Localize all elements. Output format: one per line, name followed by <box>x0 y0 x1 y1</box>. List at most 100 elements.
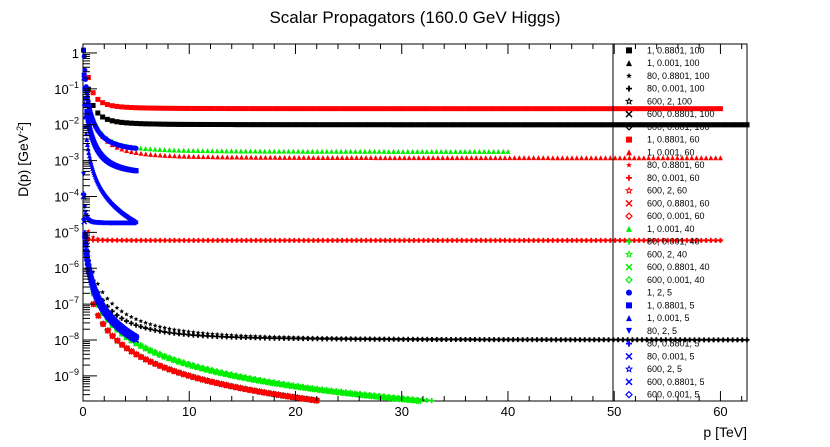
data-point <box>734 337 740 343</box>
data-point <box>124 237 130 243</box>
data-point <box>161 364 169 372</box>
data-point <box>515 122 521 128</box>
data-point <box>119 237 125 243</box>
data-point <box>387 155 393 161</box>
legend-marker <box>626 85 632 92</box>
series-10 <box>85 236 723 243</box>
data-point <box>262 106 268 112</box>
data-point <box>653 122 659 128</box>
data-point <box>210 154 216 160</box>
data-point <box>725 122 731 128</box>
data-point <box>696 122 702 128</box>
data-point <box>448 122 454 128</box>
data-point <box>184 361 192 369</box>
data-point <box>271 148 277 154</box>
data-point <box>275 391 283 399</box>
data-point <box>315 106 321 112</box>
data-point <box>650 237 656 243</box>
y-tick-label: 10−2 <box>54 116 79 133</box>
data-point <box>376 122 382 128</box>
legend-label: 80, 0.001, 5 <box>647 351 695 361</box>
data-point <box>644 337 650 343</box>
x-axis: 0 10 20 30 40 50 60 <box>79 44 743 419</box>
data-point <box>545 155 551 161</box>
data-point <box>415 336 421 342</box>
data-point <box>143 145 149 151</box>
data-point <box>252 148 258 154</box>
data-point <box>109 332 116 340</box>
data-point <box>190 329 196 335</box>
legend-label: 600, 0.001, 60 <box>647 211 705 221</box>
y-axis-label-sup: -2 <box>15 126 25 134</box>
data-point <box>343 336 349 342</box>
data-point <box>262 122 268 128</box>
data-point <box>684 106 690 112</box>
data-point <box>205 154 211 160</box>
data-point <box>205 237 211 243</box>
data-point <box>316 386 323 394</box>
data-point <box>227 382 235 390</box>
data-point <box>674 106 680 112</box>
data-point <box>505 337 511 343</box>
data-point <box>114 119 120 125</box>
legend-label: 600, 2, 60 <box>647 186 687 196</box>
data-point <box>264 378 272 386</box>
series-1 <box>85 86 750 128</box>
data-point <box>612 155 618 161</box>
data-point <box>641 106 647 112</box>
data-point <box>320 154 326 160</box>
data-point <box>464 155 470 161</box>
data-point <box>478 155 484 161</box>
data-point <box>553 337 559 343</box>
data-point <box>272 106 278 112</box>
data-point <box>377 106 383 112</box>
data-point <box>701 122 707 128</box>
data-point <box>410 336 416 342</box>
data-point <box>133 322 139 328</box>
data-point <box>540 237 546 243</box>
data-point <box>569 155 575 161</box>
data-point <box>238 122 244 128</box>
data-point <box>245 375 253 383</box>
data-point <box>411 106 417 112</box>
data-point <box>395 148 401 154</box>
data-point <box>148 237 154 243</box>
data-point <box>606 337 612 343</box>
chart-title: Scalar Propagators (160.0 GeV Higgs) <box>269 8 560 27</box>
data-point <box>444 106 450 112</box>
data-point <box>172 237 178 243</box>
data-point <box>170 356 178 364</box>
data-point <box>203 366 210 374</box>
data-point <box>162 237 168 243</box>
data-point <box>636 237 642 243</box>
data-point <box>591 337 597 343</box>
data-point <box>717 155 723 161</box>
data-point <box>104 102 110 108</box>
data-point <box>626 155 632 161</box>
data-point <box>157 237 163 243</box>
data-point <box>172 153 178 159</box>
legend-marker <box>625 276 633 284</box>
data-point <box>166 366 173 373</box>
data-point <box>320 106 326 112</box>
data-point <box>205 331 211 336</box>
legend-label: 80, 0.001, 100 <box>647 84 705 94</box>
data-point <box>325 237 331 243</box>
data-point <box>224 106 230 112</box>
data-point <box>234 106 240 112</box>
data-point <box>569 237 575 243</box>
data-point <box>372 393 380 401</box>
y-tick-label: 10−8 <box>54 331 79 348</box>
data-point <box>672 337 678 343</box>
data-point <box>579 237 585 243</box>
y-tick-label: 10−6 <box>54 259 79 276</box>
legend-label: 600, 0.001, 5 <box>647 390 700 400</box>
legend-marker <box>626 327 632 334</box>
data-point <box>147 326 153 332</box>
data-point <box>251 387 259 395</box>
data-point <box>171 330 177 336</box>
data-point <box>665 106 671 112</box>
data-point <box>152 146 158 152</box>
data-point <box>501 122 507 128</box>
data-point <box>583 155 589 161</box>
